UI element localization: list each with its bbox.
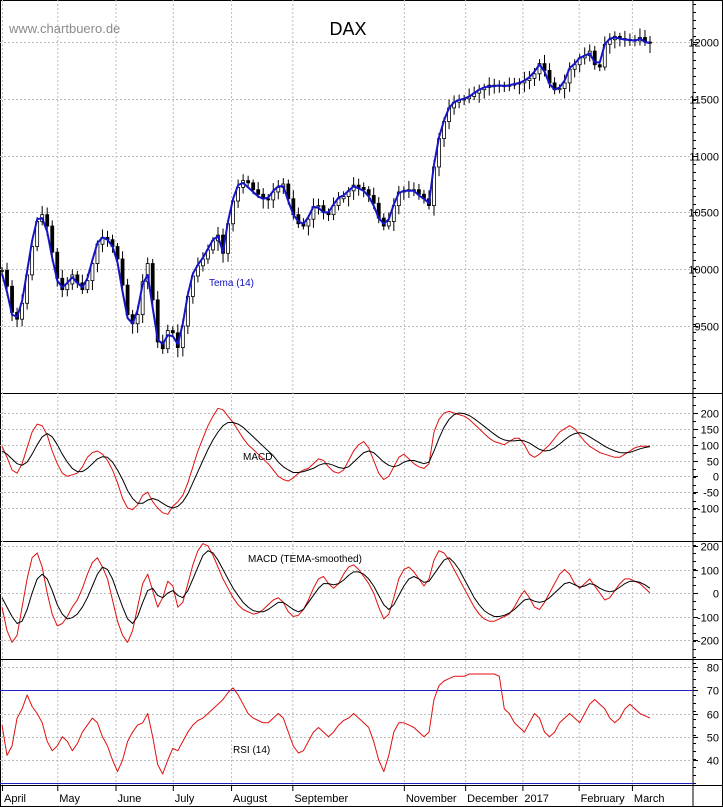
price-candle <box>50 225 55 253</box>
y-tick-label: 10000 <box>688 265 719 277</box>
price-candle <box>145 263 150 283</box>
price-candle <box>532 73 537 79</box>
price-candle <box>45 214 50 227</box>
price-candle <box>256 189 261 195</box>
price-candle <box>386 221 391 227</box>
y-tick-label: 11500 <box>689 95 719 107</box>
rsi-label: RSI (14) <box>233 745 270 756</box>
month-label: May <box>59 793 80 805</box>
month-label: July <box>175 793 195 805</box>
price-candle <box>140 281 145 316</box>
y-tick-label: 200 <box>701 409 719 421</box>
price-candle <box>246 180 251 184</box>
month-label: April <box>4 793 26 805</box>
y-tick-label: 150 <box>701 425 719 437</box>
y-tick-label: 60 <box>707 710 719 722</box>
y-tick-label: 0 <box>713 589 719 601</box>
y-tick-label: 100 <box>701 441 719 453</box>
y-tick-label: 0 <box>713 472 719 484</box>
macd-tema-label: MACD (TEMA-smoothed) <box>248 554 362 565</box>
watermark: www.chartbuero.de <box>8 21 120 36</box>
rsi-panel: RSI (14) 80 70 60 50 40 <box>0 663 719 784</box>
tema-line <box>1 36 651 346</box>
macd-tema-black-line <box>1 550 651 624</box>
month-label: December <box>467 793 518 805</box>
price-candle <box>160 341 165 350</box>
month-label: September <box>294 793 348 805</box>
macd-tema-red-line <box>1 543 651 643</box>
y-tick-label: 200 <box>701 542 719 554</box>
macd-tema-panel: MACD (TEMA-smoothed) 200 100 0 -100 -200 <box>1 542 719 658</box>
price-candle <box>135 314 140 325</box>
price-candle <box>85 280 90 291</box>
price-candle <box>170 330 175 334</box>
price-candle <box>537 63 542 75</box>
price-candle <box>150 263 155 301</box>
y-tick-label: 10500 <box>688 208 719 220</box>
month-label: August <box>233 793 267 805</box>
y-tick-label: 11000 <box>689 152 719 164</box>
month-label: June <box>118 793 142 805</box>
month-label: February <box>581 793 626 805</box>
y-tick-label: 12000 <box>688 38 719 50</box>
price-candle <box>165 330 170 350</box>
rsi-line <box>1 673 651 775</box>
price-candle <box>155 299 160 343</box>
y-tick-label: 70 <box>707 686 719 698</box>
macd-black-line <box>1 412 651 509</box>
macd-panel: MACD 200 150 100 50 0 -50 -100 <box>1 397 719 534</box>
y-tick-label: -200 <box>697 636 719 648</box>
price-candle <box>306 218 311 227</box>
price-candle <box>562 82 567 89</box>
price-candle <box>5 269 9 287</box>
month-label: November <box>406 793 457 805</box>
price-candle <box>266 198 271 201</box>
price-candle <box>361 187 366 191</box>
chart-title: DAX <box>329 19 366 39</box>
y-tick-label: 80 <box>707 663 719 675</box>
price-candle <box>120 258 125 286</box>
price-candle <box>597 64 602 68</box>
price-candle <box>371 194 376 204</box>
y-tick-label: 40 <box>707 756 719 768</box>
x-axis: April May June July August September November D… <box>2 785 665 805</box>
price-candle <box>0 269 4 272</box>
price-panel: www.chartbuero.de DAX Tema (14) 9500 1000… <box>0 4 719 389</box>
price-candle <box>115 246 120 260</box>
macd-label: MACD <box>243 452 272 463</box>
y-tick-label: 50 <box>707 733 719 745</box>
y-tick-label: 50 <box>707 457 719 469</box>
y-tick-label: 9500 <box>695 322 719 334</box>
month-label: March <box>634 793 665 805</box>
y-tick-label: -100 <box>697 504 719 516</box>
month-label: 2017 <box>524 793 548 805</box>
price-candle <box>316 205 321 208</box>
y-tick-label: 100 <box>701 566 719 578</box>
tema-label: Tema (14) <box>209 278 254 289</box>
y-tick-label: -50 <box>703 488 719 500</box>
price-candle <box>251 182 256 191</box>
y-tick-label: -100 <box>697 613 719 625</box>
